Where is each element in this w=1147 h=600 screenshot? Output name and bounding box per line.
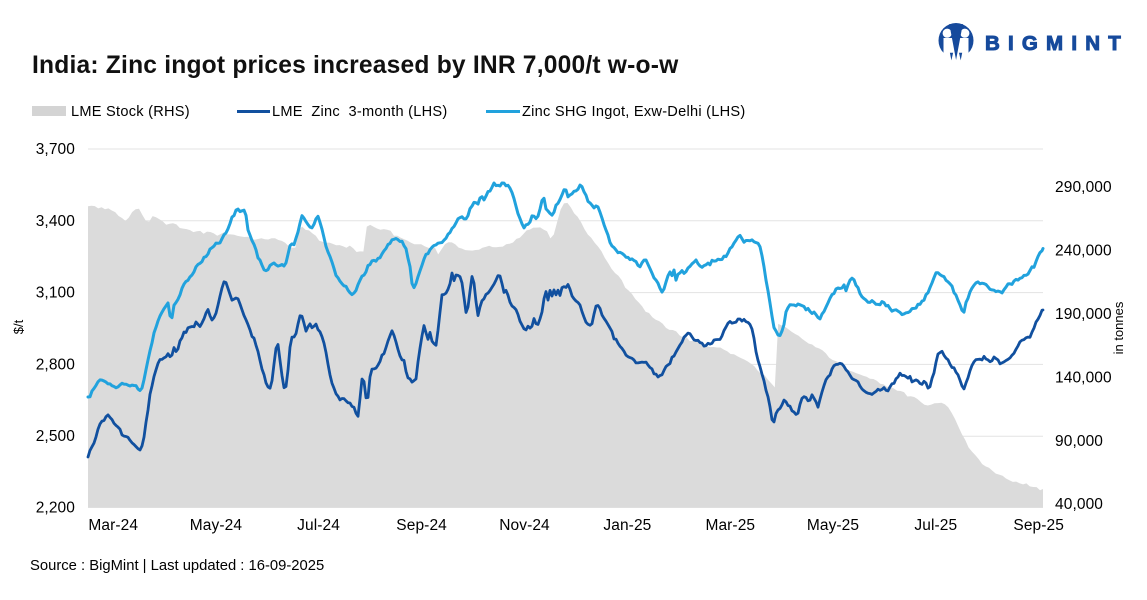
- svg-text:BIGMINT: BIGMINT: [985, 32, 1128, 55]
- svg-text:290,000: 290,000: [1055, 179, 1112, 196]
- svg-text:in tonnes: in tonnes: [1111, 301, 1126, 354]
- svg-text:3,400: 3,400: [36, 213, 76, 230]
- svg-text:240,000: 240,000: [1055, 243, 1112, 260]
- svg-text:Mar-24: Mar-24: [88, 517, 138, 534]
- svg-text:Sep-24: Sep-24: [396, 517, 447, 534]
- svg-text:3,700: 3,700: [36, 141, 76, 158]
- svg-text:2,200: 2,200: [36, 500, 76, 517]
- svg-text:Mar-25: Mar-25: [705, 517, 755, 534]
- svg-text:Jul-24: Jul-24: [297, 517, 340, 534]
- svg-text:40,000: 40,000: [1055, 496, 1103, 513]
- svg-text:140,000: 140,000: [1055, 369, 1112, 386]
- svg-text:2,500: 2,500: [36, 428, 76, 445]
- svg-text:May-24: May-24: [190, 517, 243, 534]
- svg-text:Nov-24: Nov-24: [499, 517, 550, 534]
- svg-text:May-25: May-25: [807, 517, 859, 534]
- svg-text:Sep-25: Sep-25: [1013, 517, 1064, 534]
- svg-text:90,000: 90,000: [1055, 433, 1103, 450]
- svg-text:Jul-25: Jul-25: [914, 517, 957, 534]
- svg-text:190,000: 190,000: [1055, 306, 1112, 323]
- svg-text:$/t: $/t: [11, 319, 26, 334]
- svg-text:2,800: 2,800: [36, 356, 76, 373]
- svg-text:Jan-25: Jan-25: [603, 517, 651, 534]
- svg-text:3,100: 3,100: [36, 285, 76, 302]
